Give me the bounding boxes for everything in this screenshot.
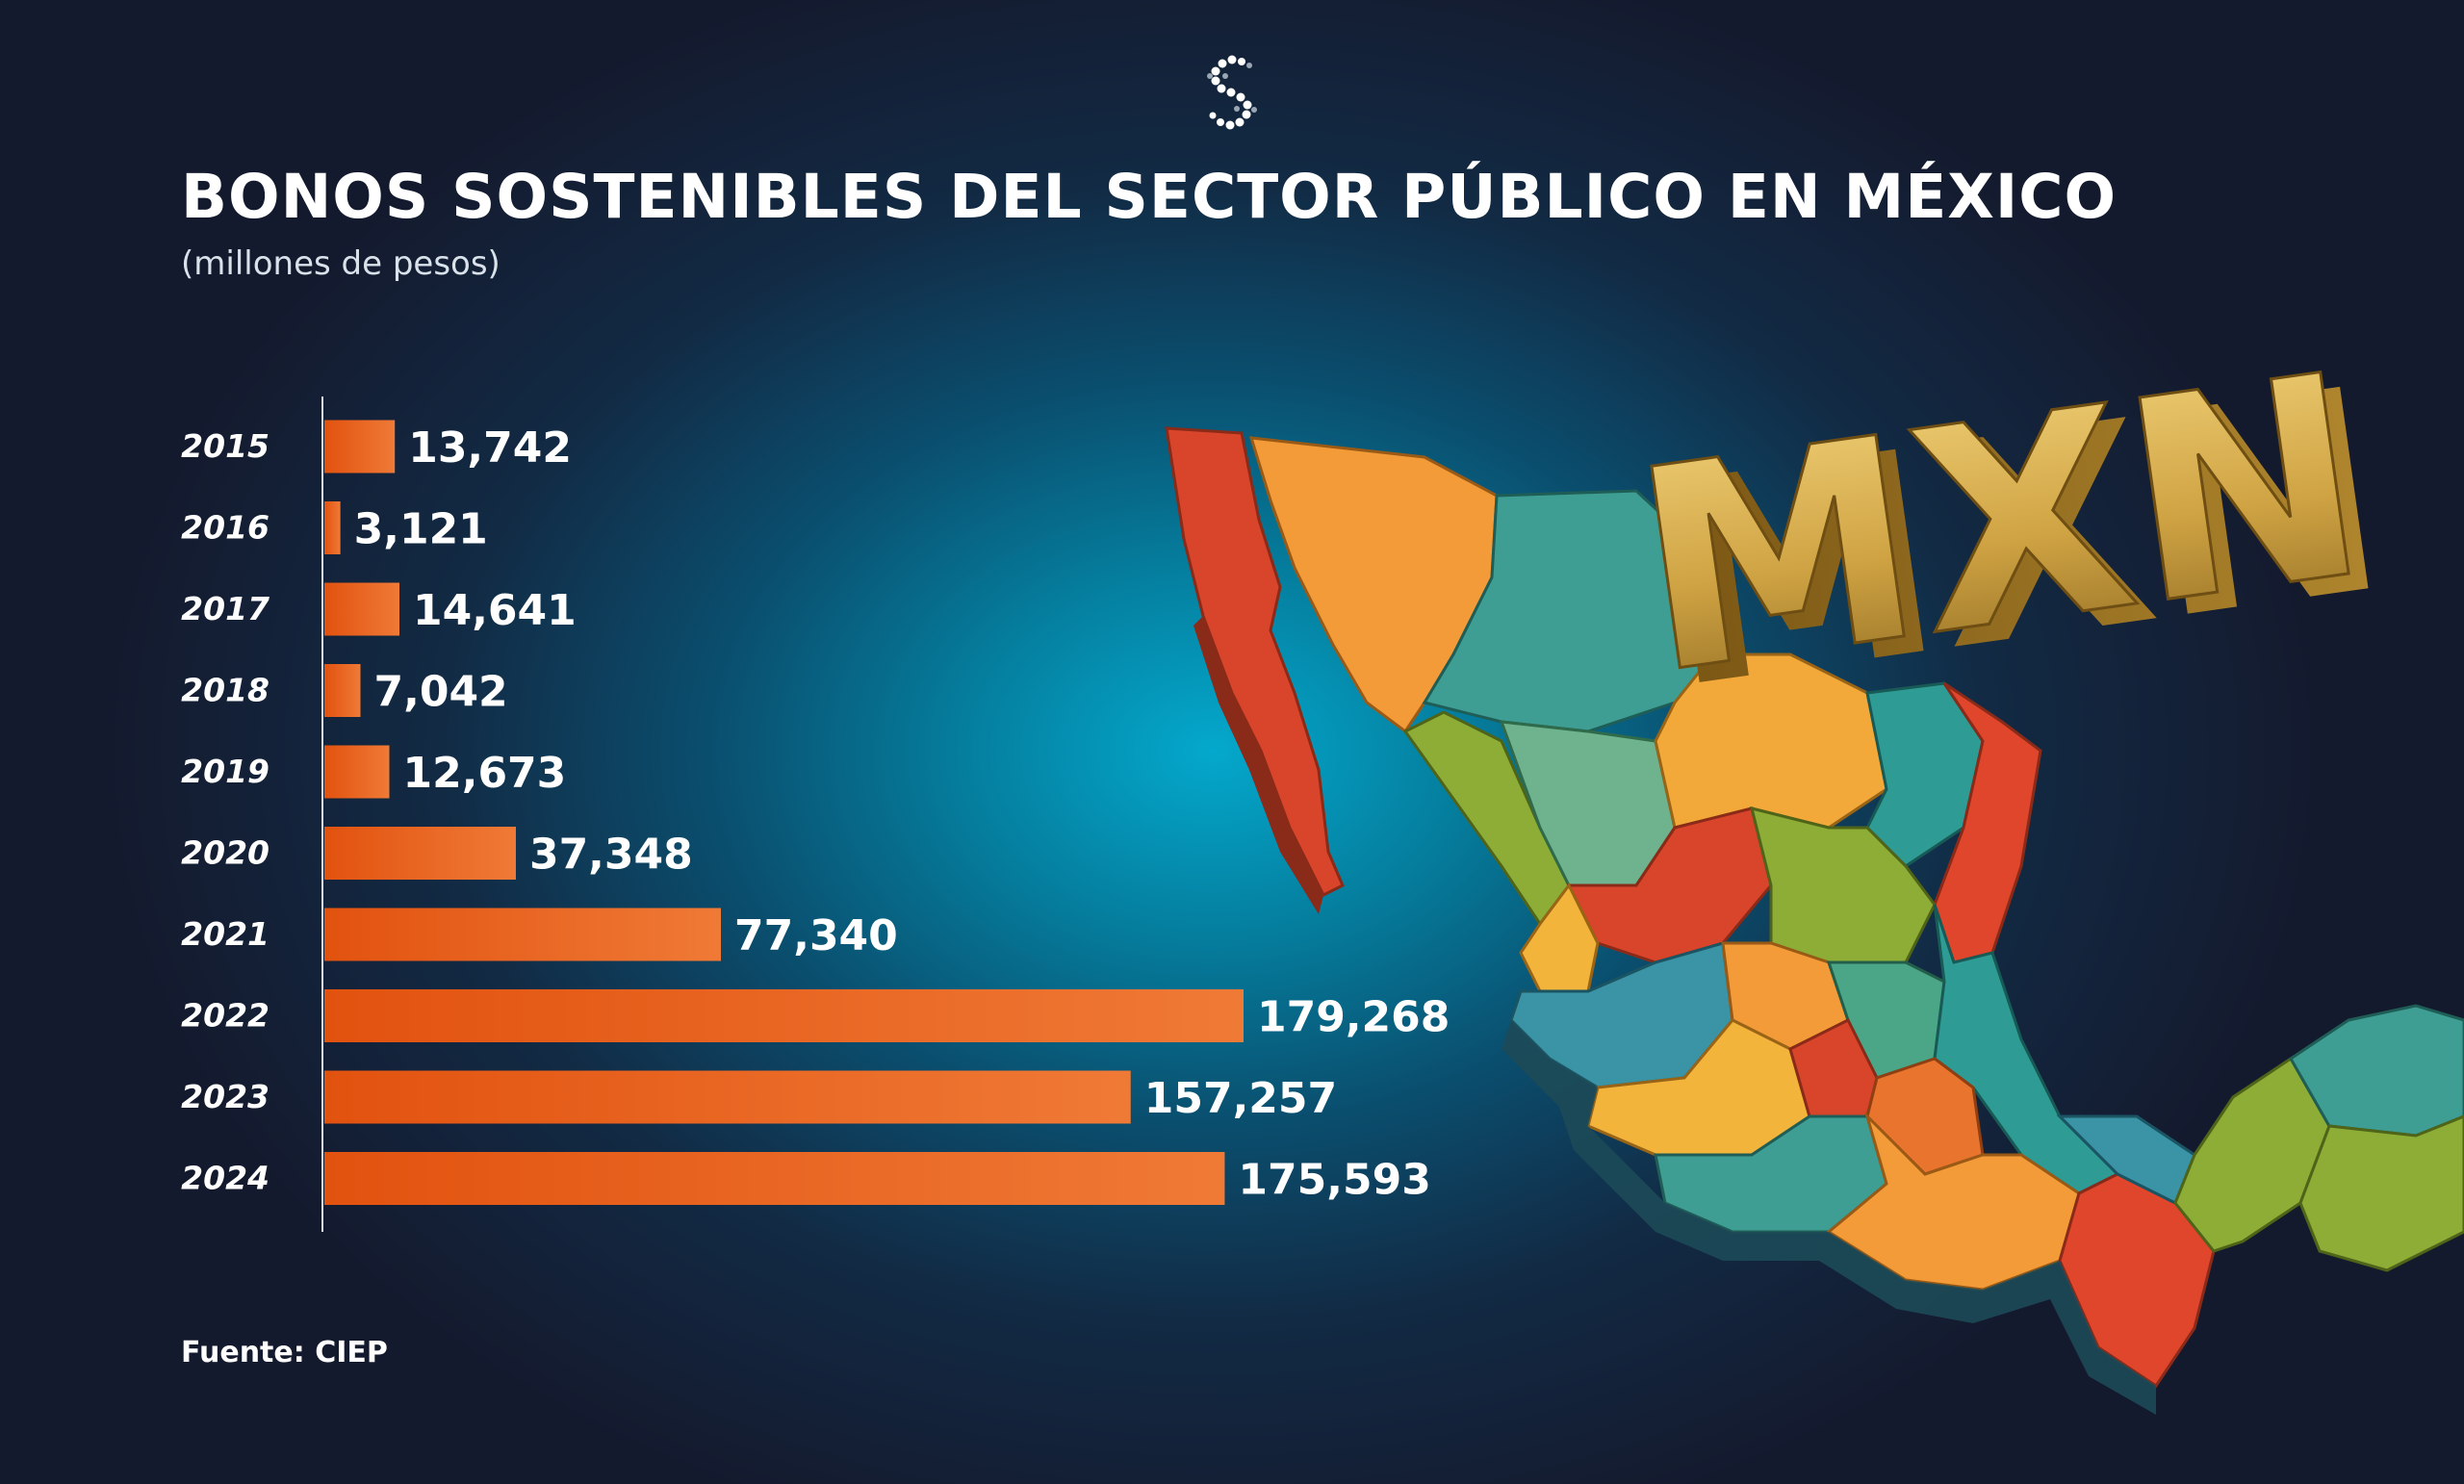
category-label: 2023 [181,1078,270,1115]
category-label: 2021 [181,915,270,953]
source-note: Fuente: CIEP [181,1336,388,1369]
category-label: 2022 [181,997,270,1035]
brand-logo-icon [1207,55,1257,130]
bar [324,908,722,961]
bar [324,664,361,717]
category-label: 2018 [181,672,270,709]
value-label: 175,593 [1238,1156,1430,1205]
bar [324,989,1244,1042]
quintana-roo-state [2298,1114,2464,1272]
san-luis-potosi-state [1749,806,1937,964]
bar [324,1070,1131,1124]
chart-subtitle: (millones de pesos) [181,244,500,283]
value-label: 13,742 [408,423,572,473]
bar [324,582,399,636]
mexico-map-illustration: MXN MXN [1165,313,2464,1415]
bar [324,1152,1225,1205]
category-label: 2016 [181,509,270,547]
value-label: 77,340 [734,911,898,960]
category-label: 2019 [181,753,270,790]
category-label: 2015 [181,427,270,465]
value-label: 12,673 [403,749,567,798]
value-label: 157,257 [1144,1074,1337,1123]
bar [324,501,341,554]
mxn-sign: MXN MXN [1617,313,2402,752]
category-label: 2024 [181,1160,270,1197]
bar [324,420,396,473]
category-label: 2017 [181,590,270,627]
mxn-sign-text: MXN [1619,315,2383,737]
value-label: 7,042 [374,668,508,717]
coahuila-state [1654,652,1888,830]
value-label: 14,641 [413,586,577,635]
value-label: 3,121 [354,505,488,554]
value-label: 37,348 [529,831,693,880]
category-label: 2020 [181,834,270,872]
bar [324,745,390,799]
bar-chart: 2015 13,742 2016 3,121 2017 14,641 2018 7,042 20… [181,397,1450,1232]
map-base-shadow [1502,1020,2156,1415]
value-label: 179,268 [1257,993,1450,1042]
sonora-state [1248,436,1499,734]
baja-california-side [1194,616,1323,914]
bar [324,827,516,880]
chart-title: BONOS SOSTENIBLES DEL SECTOR PÚBLICO EN … [181,162,2118,232]
